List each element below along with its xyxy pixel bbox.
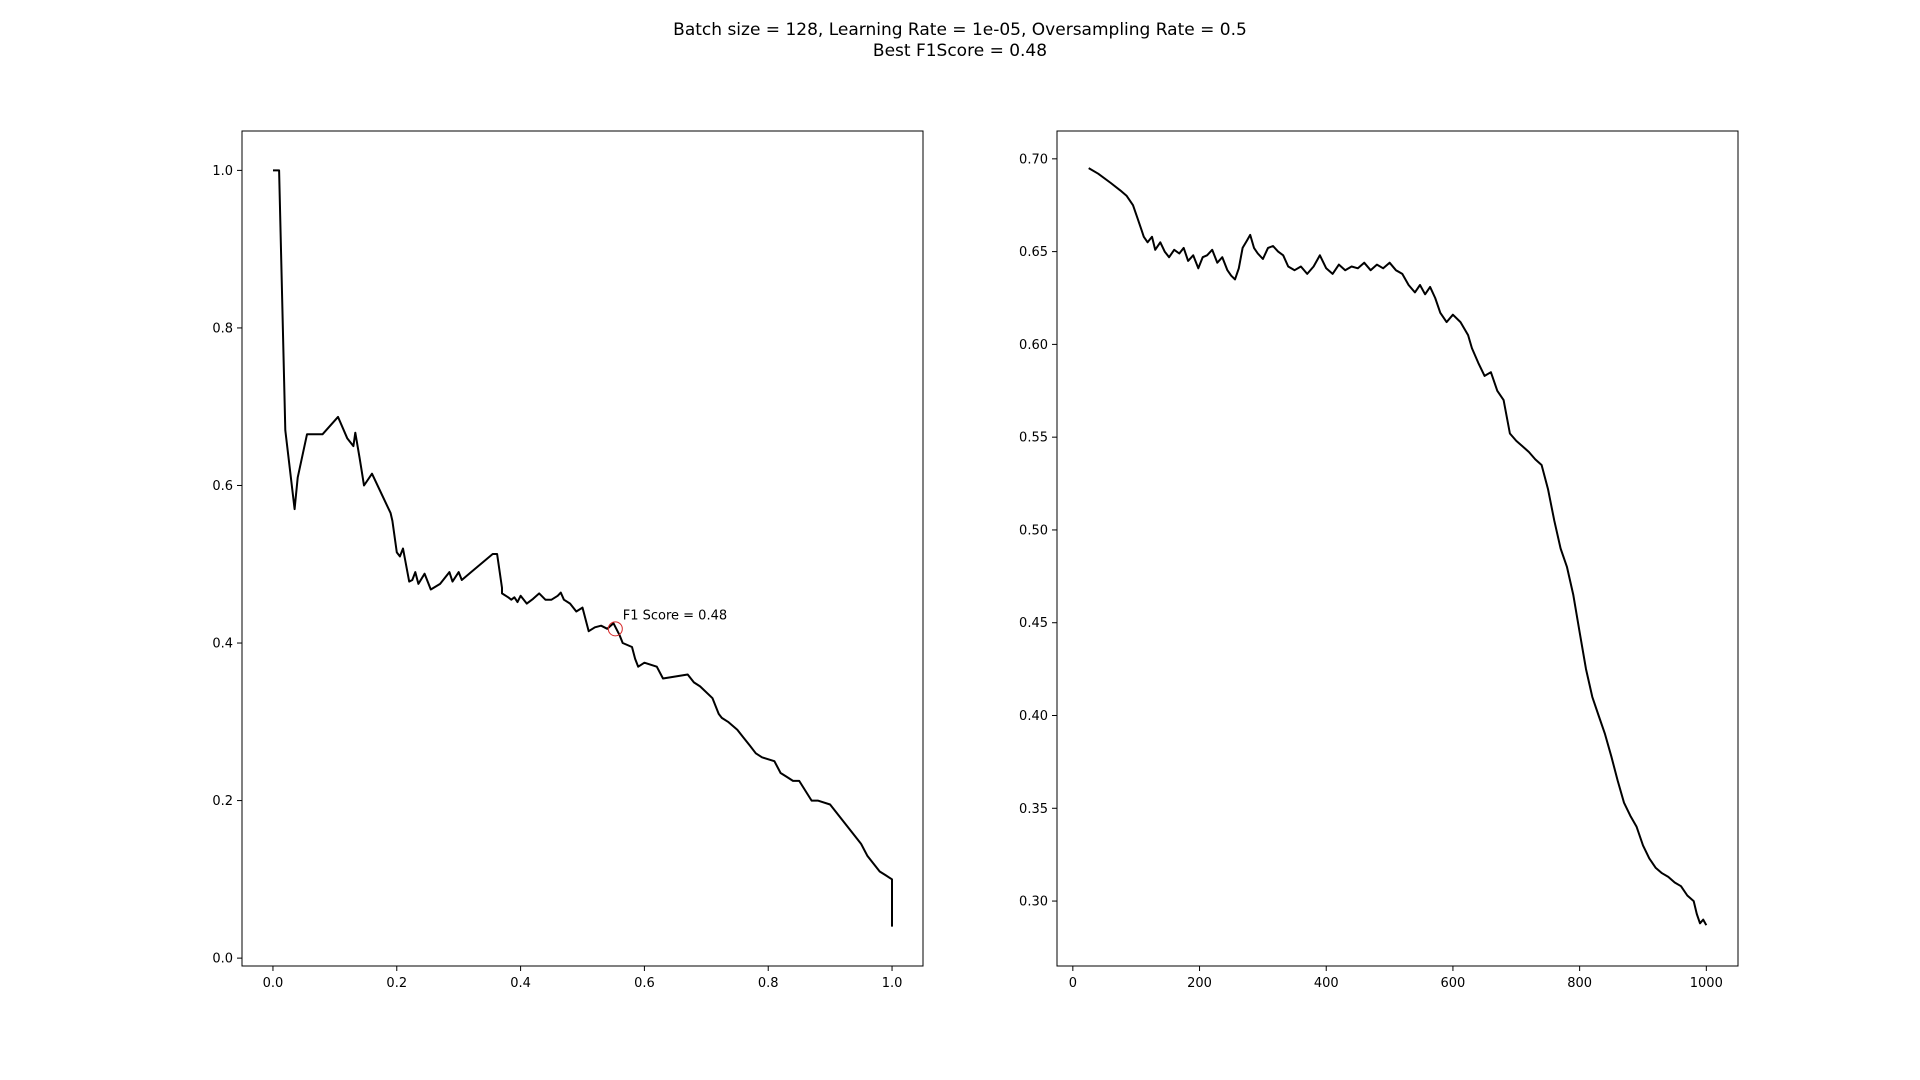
right-x-tick-label: 600	[1441, 976, 1466, 991]
left-y-tick-label: 0.8	[212, 321, 233, 336]
right-series-line	[1088, 167, 1708, 926]
left-x-tick-label: 0.0	[263, 976, 284, 991]
right-plot-frame	[1056, 130, 1739, 967]
right-x-ticks: 0 200 400 600 800 1000	[1069, 966, 1723, 991]
right-y-tick-label: 0.30	[1019, 895, 1048, 910]
right-y-tick-label: 0.40	[1019, 709, 1048, 724]
left-y-tick-label: 0.0	[212, 952, 233, 967]
right-y-ticks: 0.30 0.35 0.40 0.45 0.50 0.55 0.60 0.65 0.70	[1019, 152, 1057, 910]
left-x-tick-label: 0.4	[510, 976, 531, 991]
right-x-tick-label: 0	[1069, 976, 1077, 991]
left-y-tick-label: 0.6	[212, 479, 233, 494]
best-f1-marker	[607, 621, 623, 637]
precision-recall-chart: 0.0 0.2 0.4 0.6 0.8 1.0 0.0 0.2 0.4 0.6 0.8 1.0 F1…	[212, 130, 924, 991]
left-plot-frame	[241, 130, 924, 967]
left-x-tick-label: 0.6	[634, 976, 655, 991]
right-y-tick-label: 0.45	[1019, 616, 1048, 631]
right-x-tick-label: 200	[1187, 976, 1212, 991]
right-x-tick-label: 400	[1314, 976, 1339, 991]
right-x-tick-label: 1000	[1690, 976, 1723, 991]
left-y-tick-label: 0.4	[212, 637, 233, 652]
best-f1-annotation: F1 Score = 0.48	[623, 608, 727, 623]
right-y-tick-label: 0.50	[1019, 523, 1048, 538]
left-series-line	[273, 169, 893, 927]
suptitle-line-1: Batch size = 128, Learning Rate = 1e-05,…	[673, 20, 1247, 40]
right-y-tick-label: 0.60	[1019, 338, 1048, 353]
left-y-tick-label: 1.0	[212, 164, 233, 179]
right-y-tick-label: 0.70	[1019, 152, 1048, 167]
left-x-tick-label: 1.0	[882, 976, 903, 991]
suptitle-line-2: Best F1Score = 0.48	[873, 41, 1047, 61]
left-y-tick-label: 0.2	[212, 794, 233, 809]
left-y-ticks: 0.0 0.2 0.4 0.6 0.8 1.0	[212, 164, 242, 967]
right-x-tick-label: 800	[1567, 976, 1592, 991]
right-y-tick-label: 0.65	[1019, 245, 1048, 260]
right-y-tick-label: 0.55	[1019, 431, 1048, 446]
right-y-tick-label: 0.35	[1019, 802, 1048, 817]
left-x-tick-label: 0.2	[386, 976, 407, 991]
left-x-tick-label: 0.8	[758, 976, 779, 991]
loss-curve-chart: 0 200 400 600 800 1000 0.300.350.400.450.500.…	[1019, 130, 1739, 991]
left-x-ticks: 0.0 0.2 0.4 0.6 0.8 1.0	[263, 966, 903, 991]
